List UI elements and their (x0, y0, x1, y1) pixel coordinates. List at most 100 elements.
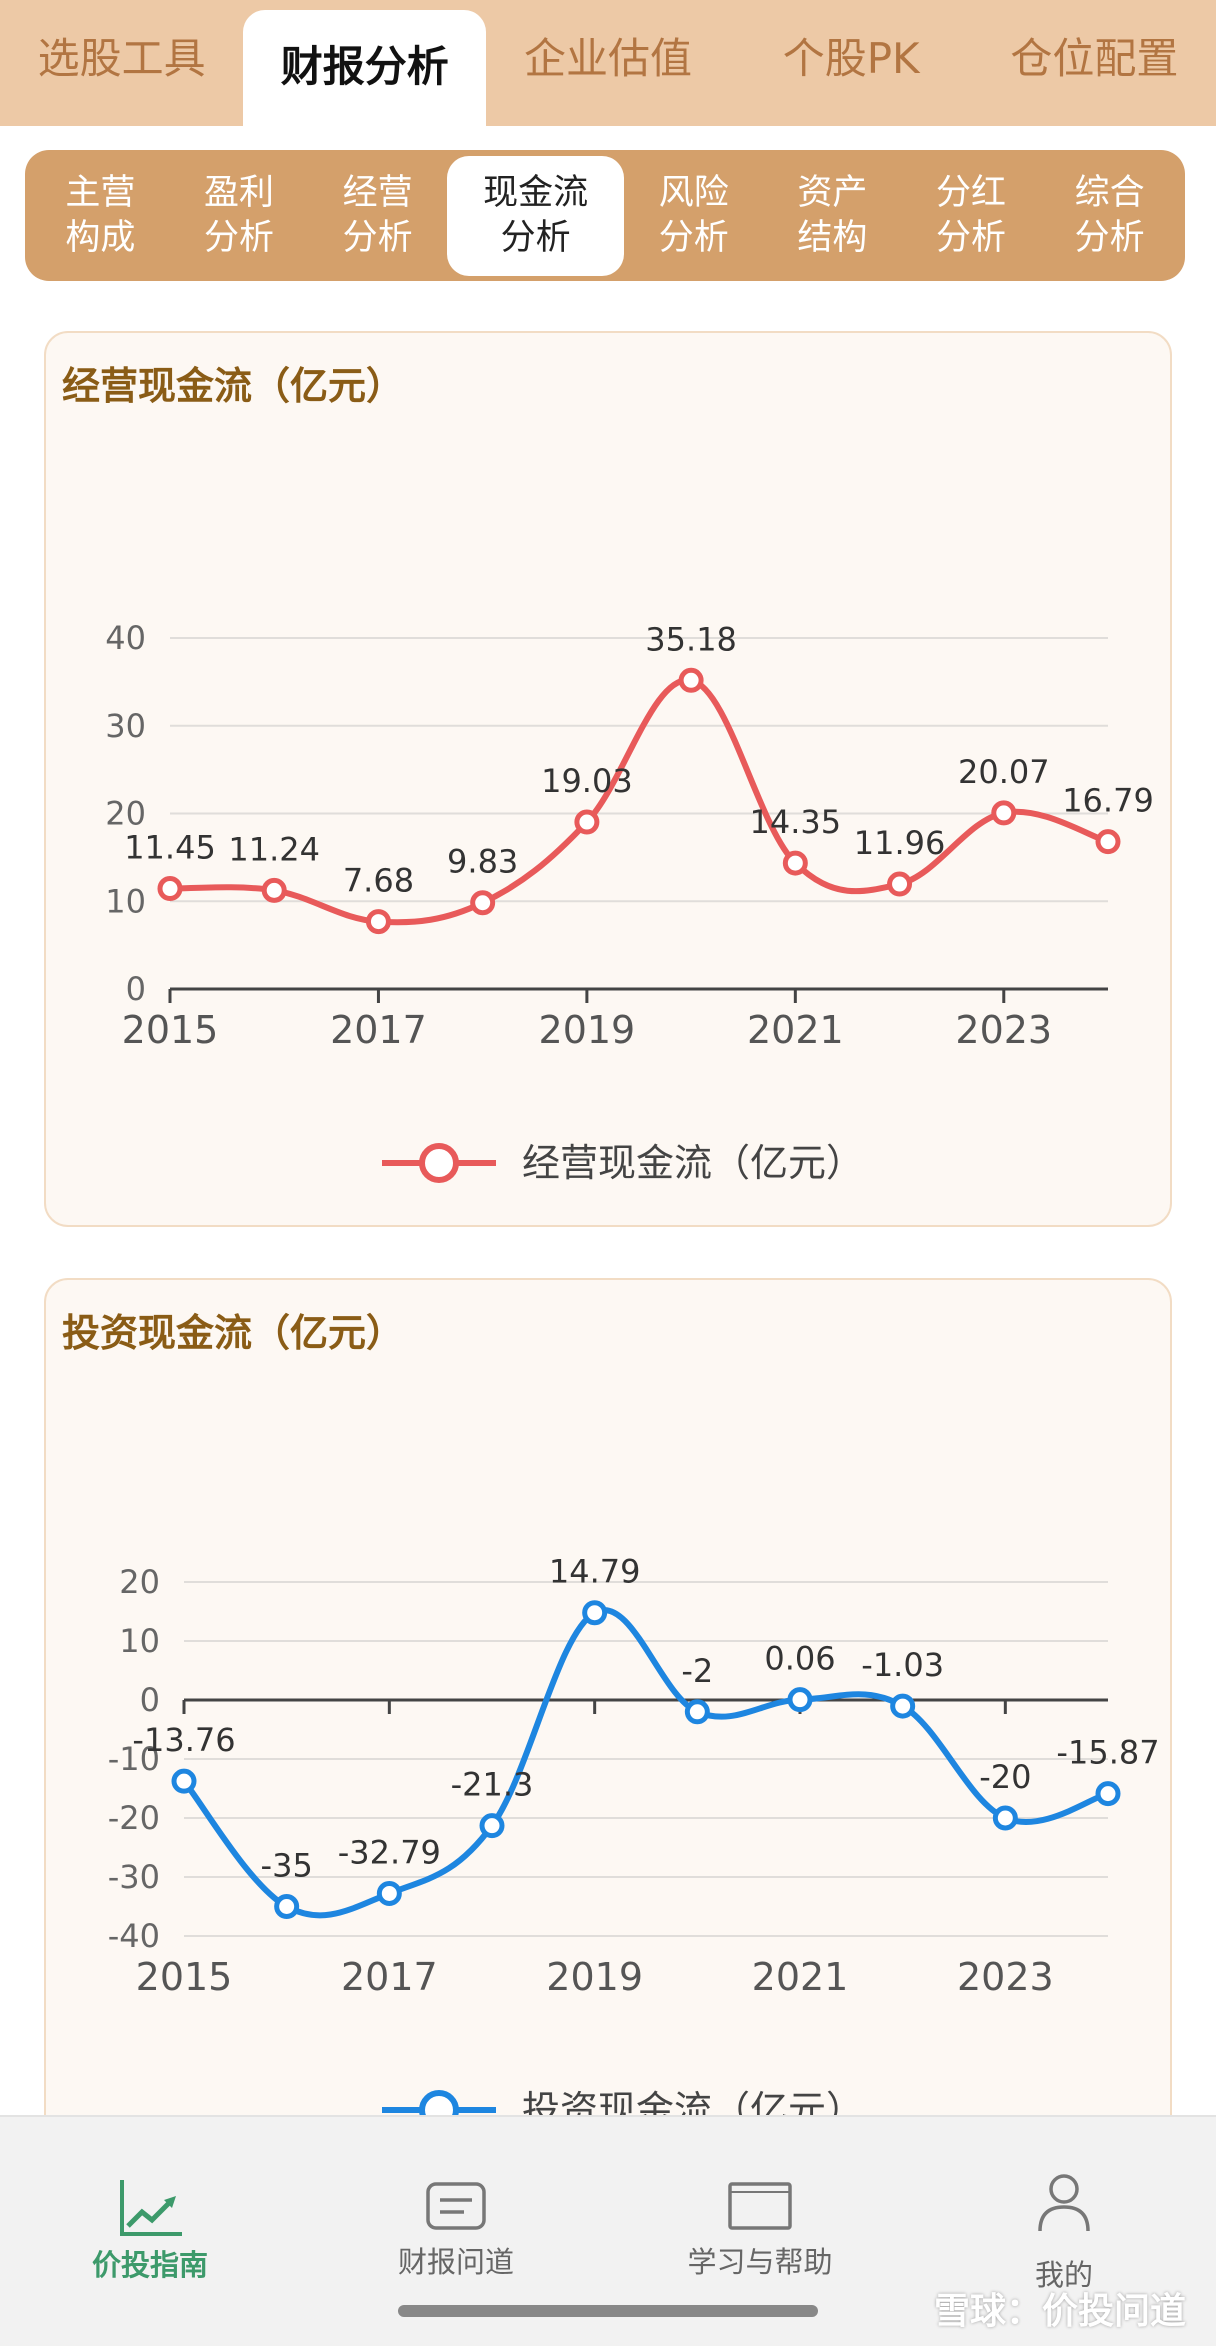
tab-stock-picker[interactable]: 选股工具 (37, 33, 206, 83)
data-point[interactable] (470, 890, 496, 916)
data-point[interactable] (782, 850, 808, 876)
y-tick-label: -10 (108, 1740, 160, 1778)
message-icon (426, 2182, 486, 2230)
data-point[interactable] (1095, 1781, 1121, 1807)
y-tick-label: -30 (108, 1858, 160, 1896)
data-label: 16.79 (1062, 782, 1154, 820)
y-tick-label: 40 (105, 619, 146, 657)
investing-cashflow-chart: -40 -30 -20 -10 0 10 20 2015 2017 2019 2021 2023 -13… (108, 1553, 1160, 2132)
sub-tab-assets[interactable]: 资产 结构 (797, 172, 868, 258)
data-point[interactable] (992, 1805, 1018, 1831)
sub-tab-overall[interactable]: 综合 分析 (1074, 172, 1145, 258)
y-tick-label: 0 (140, 1681, 160, 1719)
y-tick-label: 10 (105, 882, 146, 920)
data-label: -1.03 (861, 1646, 944, 1684)
y-tick-label: -40 (108, 1917, 160, 1955)
x-tick-label: 2015 (122, 1008, 219, 1052)
x-tick-label: 2015 (136, 1955, 233, 1999)
sub-tab-dividend[interactable]: 分红 分析 (935, 172, 1006, 258)
data-label: 14.35 (750, 803, 842, 841)
y-tick-label: 20 (119, 1563, 160, 1601)
x-tick-label: 2017 (330, 1008, 427, 1052)
series-line (181, 1607, 1109, 1919)
operating-cashflow-card: 0 10 20 30 40 2015 2017 2019 2021 2023 11.45 11.24 7… (44, 331, 1172, 1227)
sub-tab-profit[interactable]: 盈利 分析 (203, 172, 274, 258)
nav-label: 学习与帮助 (687, 2245, 833, 2279)
tab-valuation[interactable]: 企业估值 (523, 33, 692, 83)
user-icon (1038, 2174, 1090, 2232)
data-label: -2 (681, 1652, 713, 1690)
data-label: 11.24 (228, 830, 320, 868)
top-tab-bar: 选股工具 财报分析 企业估值 个股PK 仓位配置 (0, 0, 1216, 126)
data-label: 11.45 (124, 829, 216, 867)
data-label: 11.96 (854, 824, 946, 862)
x-tick-label: 2019 (539, 1008, 636, 1052)
y-tick-label: -20 (108, 1799, 160, 1837)
y-tick-label: 10 (119, 1622, 160, 1660)
data-label: -35 (261, 1847, 313, 1885)
data-point[interactable] (684, 1699, 710, 1725)
data-point[interactable] (582, 1600, 608, 1626)
y-tick-label: 20 (105, 795, 146, 833)
data-point[interactable] (365, 909, 391, 935)
tab-position[interactable]: 仓位配置 (1010, 33, 1179, 83)
data-point[interactable] (574, 809, 600, 835)
x-tick-label: 2021 (747, 1008, 844, 1052)
watermark: 雪球：价投问道 (933, 2291, 1186, 2332)
data-point[interactable] (1095, 829, 1121, 855)
nav-profile[interactable]: 我的 (944, 2117, 1184, 2317)
tab-financial-report[interactable]: 财报分析 (243, 10, 487, 126)
nav-label: 价投指南 (91, 2248, 208, 2282)
chart-title: 经营现金流（亿元） (62, 364, 405, 408)
data-label: 9.83 (447, 843, 518, 881)
data-label: 0.06 (764, 1640, 835, 1678)
legend-marker (419, 1143, 459, 1183)
y-tick-label: 30 (105, 707, 146, 745)
sub-tab-cashflow[interactable]: 现金流 分析 (446, 155, 625, 276)
x-tick-label: 2021 (752, 1955, 849, 1999)
operating-cashflow-chart: 0 10 20 30 40 2015 2017 2019 2021 2023 11.45 11.24 7… (105, 619, 1154, 1185)
investing-cashflow-card: -40 -30 -20 -10 0 10 20 2015 2017 2019 2021 2023 -13… (44, 1278, 1172, 2178)
book-icon (728, 2182, 792, 2230)
data-label: -15.87 (1056, 1734, 1159, 1772)
data-point[interactable] (787, 1687, 813, 1713)
data-point[interactable] (376, 1880, 402, 1906)
data-label: -20 (979, 1758, 1031, 1796)
data-point[interactable] (274, 1894, 300, 1919)
data-point[interactable] (261, 877, 287, 903)
data-point[interactable] (171, 1768, 197, 1794)
nav-guide[interactable]: 价投指南 (30, 2117, 270, 2317)
nav-label: 财报问道 (397, 2245, 514, 2279)
data-label: 20.07 (958, 753, 1050, 791)
sub-tab-operation[interactable]: 经营 分析 (342, 172, 413, 258)
tab-stock-pk[interactable]: 个股PK (782, 33, 920, 83)
x-tick-label: 2019 (546, 1955, 643, 1999)
data-label: -21.3 (451, 1766, 534, 1804)
data-point[interactable] (887, 871, 913, 897)
data-point[interactable] (157, 876, 183, 902)
data-label: 19.03 (541, 762, 633, 800)
data-point[interactable] (479, 1813, 505, 1839)
data-label: 14.79 (549, 1553, 641, 1591)
trend-chart-icon (120, 2180, 182, 2236)
x-tick-label: 2023 (957, 1955, 1054, 1999)
data-label: -13.76 (132, 1721, 235, 1759)
nav-report-qa[interactable]: 财报问道 (336, 2117, 576, 2317)
data-label: -32.79 (338, 1833, 441, 1871)
x-tick-label: 2023 (955, 1008, 1052, 1052)
series-line (169, 677, 1109, 926)
nav-learn-help[interactable]: 学习与帮助 (640, 2117, 880, 2317)
sub-tab-business[interactable]: 主营 构成 (65, 172, 136, 258)
data-point[interactable] (991, 800, 1017, 826)
data-label: 7.68 (343, 862, 414, 900)
nav-label: 我的 (1034, 2258, 1093, 2292)
analysis-sub-tabs: 主营 构成 盈利 分析 经营 分析 现金流 分析 风险 分析 资产 结构 分红 … (25, 150, 1185, 281)
data-point[interactable] (678, 667, 704, 693)
legend-label[interactable]: 经营现金流（亿元） (522, 1141, 864, 1185)
home-indicator (398, 2305, 818, 2317)
chart-title: 投资现金流（亿元） (62, 1311, 405, 1355)
data-point[interactable] (890, 1693, 916, 1719)
data-label: 35.18 (645, 620, 737, 658)
y-tick-label: 0 (126, 970, 146, 1008)
sub-tab-risk[interactable]: 风险 分析 (658, 172, 729, 258)
